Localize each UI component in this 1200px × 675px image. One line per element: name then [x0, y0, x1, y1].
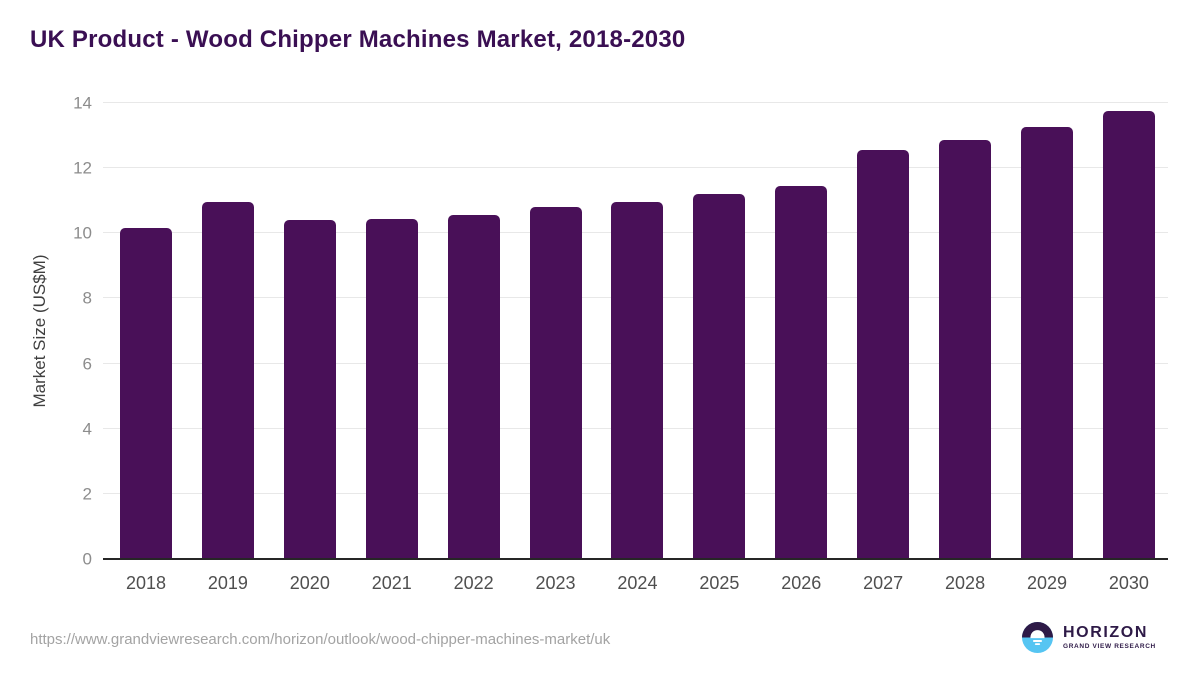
bar-2022 — [447, 215, 500, 559]
bar-2024 — [611, 202, 664, 559]
horizon-logo: HORIZON GRAND VIEW RESEARCH — [1022, 622, 1156, 653]
y-tick-label-10: 10 — [73, 223, 92, 243]
logo-subtext: GRAND VIEW RESEARCH — [1063, 642, 1156, 650]
bar-2018 — [120, 228, 172, 559]
y-tick-label-12: 12 — [73, 158, 92, 178]
gridline-14 — [103, 102, 1168, 103]
x-tick-label-2030: 2030 — [1108, 572, 1149, 593]
logo-text-block: HORIZON GRAND VIEW RESEARCH — [1063, 623, 1156, 651]
y-tick-label-6: 6 — [82, 354, 92, 374]
bar-2029 — [1020, 127, 1073, 559]
y-tick-label-0: 0 — [82, 549, 92, 569]
y-tick-label-8: 8 — [82, 288, 92, 308]
x-tick-label-2025: 2025 — [699, 572, 740, 593]
chart-title: UK Product - Wood Chipper Machines Marke… — [30, 26, 686, 53]
y-tick-label-4: 4 — [82, 419, 92, 439]
bar-2025 — [693, 194, 746, 559]
bar-2020 — [283, 220, 336, 559]
gridline-12 — [103, 167, 1168, 169]
x-tick-label-2019: 2019 — [207, 572, 248, 593]
x-tick-label-2024: 2024 — [617, 572, 658, 593]
y-axis-title: Market Size (US$M) — [30, 254, 49, 408]
x-tick-label-2026: 2026 — [781, 572, 822, 593]
x-axis-tick-labels: 2018 2019 2020 2021 2022 2023 2024 2025 2026 2027… — [103, 570, 1168, 596]
x-tick-label-2021: 2021 — [371, 572, 412, 593]
logo-name: HORIZON — [1063, 623, 1148, 641]
y-tick-label-14: 14 — [73, 93, 92, 113]
bar-2019 — [201, 202, 254, 559]
x-tick-label-2018: 2018 — [125, 572, 167, 593]
bar-2021 — [365, 218, 418, 559]
x-tick-label-2029: 2029 — [1026, 572, 1067, 593]
bar-2026 — [775, 186, 828, 559]
bar-2030 — [1102, 111, 1155, 559]
bar-2028 — [939, 140, 992, 559]
x-tick-label-2022: 2022 — [453, 572, 494, 593]
x-tick-label-2023: 2023 — [535, 572, 576, 593]
x-axis-line — [103, 558, 1168, 560]
bar-series — [103, 103, 1168, 559]
x-tick-label-2027: 2027 — [863, 572, 904, 593]
bar-2023 — [529, 207, 582, 559]
y-tick-label-2: 2 — [82, 484, 92, 504]
source-url: https://www.grandviewresearch.com/horizo… — [30, 631, 611, 648]
y-axis-tick-labels: 0 2 4 6 8 10 12 14 — [50, 95, 92, 568]
x-tick-label-2020: 2020 — [289, 572, 330, 593]
horizon-sun-icon — [1022, 622, 1053, 653]
x-tick-label-2028: 2028 — [945, 572, 986, 593]
bar-2027 — [857, 150, 910, 559]
plot-area — [103, 102, 1168, 560]
